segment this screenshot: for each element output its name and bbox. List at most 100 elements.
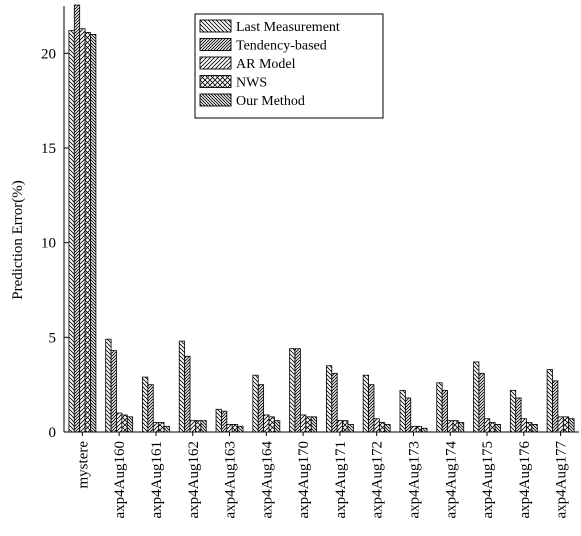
x-tick-label: axp4Aug160 xyxy=(112,441,128,519)
x-tick-label: axp4Aug164 xyxy=(259,441,275,519)
x-tick-label: axp4Aug162 xyxy=(186,441,202,519)
y-tick-label: 5 xyxy=(49,330,57,346)
legend-label: Last Measurement xyxy=(236,20,340,35)
bar xyxy=(126,416,134,433)
bar xyxy=(336,420,343,433)
bar xyxy=(520,418,527,433)
bar xyxy=(73,4,81,433)
y-tick-label: 15 xyxy=(41,141,56,157)
bar xyxy=(526,422,533,433)
x-tick-label: axp4Aug161 xyxy=(149,441,165,519)
bar xyxy=(404,397,412,433)
bar xyxy=(152,422,160,433)
bar xyxy=(110,350,117,433)
x-tick-label: axp4Aug176 xyxy=(517,441,533,519)
bar xyxy=(489,422,496,433)
bar xyxy=(515,397,522,433)
bar xyxy=(121,414,128,433)
y-axis-label: Prediction Error(%) xyxy=(10,180,26,300)
legend-swatch xyxy=(199,75,232,88)
y-tick-label: 0 xyxy=(49,425,57,441)
bar xyxy=(399,389,406,433)
bar xyxy=(373,418,380,433)
bar xyxy=(142,376,149,433)
bar xyxy=(415,425,422,433)
bar xyxy=(147,384,154,433)
bar xyxy=(473,361,480,433)
bar xyxy=(189,420,196,433)
x-tick-label: axp4Aug174 xyxy=(443,441,459,519)
bar xyxy=(441,389,448,433)
bar xyxy=(300,414,307,433)
x-tick-label: axp4Aug163 xyxy=(223,441,239,519)
bar xyxy=(347,424,354,433)
x-tick-label: mystere xyxy=(75,441,91,489)
x-tick-label: axp4Aug173 xyxy=(406,441,422,519)
x-tick-label: axp4Aug170 xyxy=(296,441,312,519)
bar xyxy=(552,380,559,433)
legend-swatch xyxy=(199,93,232,107)
bar xyxy=(163,425,170,433)
legend-swatch xyxy=(199,19,232,33)
bar xyxy=(226,424,233,433)
plot-area: 0 5 10 15 20 mystere axp4Aug160 axp4Aug161 axp4A… xyxy=(41,4,579,519)
bar xyxy=(268,416,275,433)
bar xyxy=(84,32,91,433)
bar xyxy=(158,422,165,433)
bar xyxy=(289,348,296,433)
bar xyxy=(252,374,259,433)
bar xyxy=(79,28,86,433)
legend: Last Measurement Tendency-based AR Model NW… xyxy=(194,13,384,119)
legend-swatch xyxy=(199,38,232,51)
bar xyxy=(215,408,222,433)
x-tick-label: axp4Aug177 xyxy=(554,441,570,519)
bar xyxy=(436,382,443,433)
bar xyxy=(546,369,553,433)
x-tick-label: axp4Aug172 xyxy=(370,441,386,519)
bar xyxy=(263,414,270,433)
bar xyxy=(294,348,301,433)
bar xyxy=(457,422,465,433)
x-tick-label: axp4Aug171 xyxy=(333,441,349,519)
bar xyxy=(231,424,239,433)
bar xyxy=(342,420,349,433)
bar xyxy=(237,425,244,433)
legend-swatch xyxy=(199,56,232,70)
bar xyxy=(184,355,191,433)
bar xyxy=(116,412,123,433)
bar xyxy=(362,374,369,433)
bar xyxy=(274,420,281,433)
bar xyxy=(447,420,454,433)
bar xyxy=(195,420,202,433)
bar xyxy=(310,416,318,433)
bar xyxy=(562,416,570,433)
legend-label: Our Method xyxy=(236,94,305,109)
bar xyxy=(68,30,75,433)
bar xyxy=(325,365,333,433)
bar xyxy=(257,384,265,433)
bar xyxy=(478,372,485,433)
x-tick-label: axp4Aug175 xyxy=(480,441,496,519)
y-tick-label: 10 xyxy=(41,236,56,252)
bar xyxy=(421,427,428,433)
bar xyxy=(378,422,386,433)
legend-label: Tendency-based xyxy=(236,39,327,54)
bar xyxy=(178,340,186,433)
legend-label: AR Model xyxy=(236,57,296,72)
bar xyxy=(410,425,417,433)
bar xyxy=(105,338,112,433)
bar xyxy=(331,372,338,433)
bar xyxy=(90,34,97,433)
bar xyxy=(494,424,501,433)
legend-label: NWS xyxy=(236,76,267,91)
bar xyxy=(368,384,375,433)
y-tick-label: 20 xyxy=(41,46,56,62)
bar xyxy=(557,416,564,433)
bar xyxy=(568,418,575,433)
bar xyxy=(305,416,312,433)
bar xyxy=(200,420,207,433)
bar xyxy=(452,420,459,433)
bar xyxy=(531,424,538,433)
bar xyxy=(221,410,228,433)
